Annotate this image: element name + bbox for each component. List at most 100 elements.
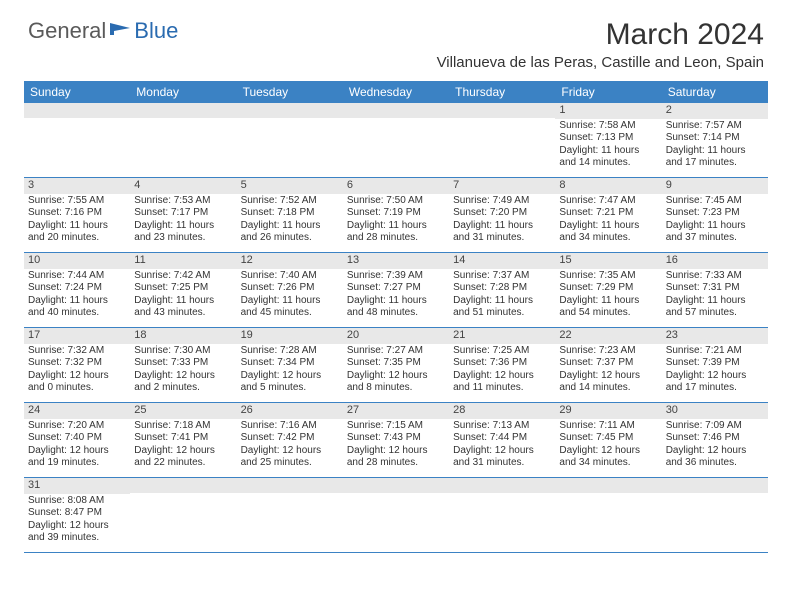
day-body: Sunrise: 7:16 AMSunset: 7:42 PMDaylight:… — [237, 419, 343, 473]
day-cell — [555, 478, 661, 552]
sunrise-text: Sunrise: 7:37 AM — [453, 270, 551, 283]
week-row: 31Sunrise: 8:08 AMSunset: 8:47 PMDayligh… — [24, 478, 768, 553]
day-number: 5 — [237, 178, 343, 194]
daylight-text: Daylight: 11 hours and 40 minutes. — [28, 295, 126, 320]
day-cell: 5Sunrise: 7:52 AMSunset: 7:18 PMDaylight… — [237, 178, 343, 252]
location: Villanueva de las Peras, Castille and Le… — [437, 54, 764, 71]
sunrise-text: Sunrise: 7:16 AM — [241, 420, 339, 433]
day-cell — [449, 478, 555, 552]
sunrise-text: Sunrise: 7:30 AM — [134, 345, 232, 358]
day-number — [662, 478, 768, 493]
day-cell: 8Sunrise: 7:47 AMSunset: 7:21 PMDaylight… — [555, 178, 661, 252]
day-cell — [24, 103, 130, 177]
daylight-text: Daylight: 12 hours and 5 minutes. — [241, 370, 339, 395]
day-body: Sunrise: 7:11 AMSunset: 7:45 PMDaylight:… — [555, 419, 661, 473]
day-header-fri: Friday — [555, 81, 661, 103]
week-row: 1Sunrise: 7:58 AMSunset: 7:13 PMDaylight… — [24, 103, 768, 178]
day-body: Sunrise: 7:20 AMSunset: 7:40 PMDaylight:… — [24, 419, 130, 473]
day-number: 9 — [662, 178, 768, 194]
day-header-thu: Thursday — [449, 81, 555, 103]
day-cell: 17Sunrise: 7:32 AMSunset: 7:32 PMDayligh… — [24, 328, 130, 402]
day-cell — [343, 478, 449, 552]
day-body: Sunrise: 7:40 AMSunset: 7:26 PMDaylight:… — [237, 269, 343, 323]
daylight-text: Daylight: 12 hours and 36 minutes. — [666, 445, 764, 470]
sunrise-text: Sunrise: 7:49 AM — [453, 195, 551, 208]
sunset-text: Sunset: 7:40 PM — [28, 432, 126, 445]
sunset-text: Sunset: 7:25 PM — [134, 282, 232, 295]
day-body: Sunrise: 7:44 AMSunset: 7:24 PMDaylight:… — [24, 269, 130, 323]
daylight-text: Daylight: 12 hours and 19 minutes. — [28, 445, 126, 470]
sunset-text: Sunset: 7:36 PM — [453, 357, 551, 370]
day-number: 4 — [130, 178, 236, 194]
day-body — [237, 493, 343, 551]
sunset-text: Sunset: 7:23 PM — [666, 207, 764, 220]
day-number: 7 — [449, 178, 555, 194]
sunrise-text: Sunrise: 7:53 AM — [134, 195, 232, 208]
day-number: 31 — [24, 478, 130, 494]
day-number: 26 — [237, 403, 343, 419]
day-cell: 6Sunrise: 7:50 AMSunset: 7:19 PMDaylight… — [343, 178, 449, 252]
day-header-sun: Sunday — [24, 81, 130, 103]
day-body — [343, 118, 449, 176]
day-cell: 9Sunrise: 7:45 AMSunset: 7:23 PMDaylight… — [662, 178, 768, 252]
weeks-container: 1Sunrise: 7:58 AMSunset: 7:13 PMDaylight… — [24, 103, 768, 553]
day-cell: 11Sunrise: 7:42 AMSunset: 7:25 PMDayligh… — [130, 253, 236, 327]
day-number: 25 — [130, 403, 236, 419]
day-header-wed: Wednesday — [343, 81, 449, 103]
day-cell: 15Sunrise: 7:35 AMSunset: 7:29 PMDayligh… — [555, 253, 661, 327]
sunset-text: Sunset: 7:32 PM — [28, 357, 126, 370]
daylight-text: Daylight: 11 hours and 31 minutes. — [453, 220, 551, 245]
day-body: Sunrise: 7:57 AMSunset: 7:14 PMDaylight:… — [662, 119, 768, 173]
day-body: Sunrise: 7:42 AMSunset: 7:25 PMDaylight:… — [130, 269, 236, 323]
sunrise-text: Sunrise: 7:47 AM — [559, 195, 657, 208]
day-body: Sunrise: 7:47 AMSunset: 7:21 PMDaylight:… — [555, 194, 661, 248]
day-number: 30 — [662, 403, 768, 419]
daylight-text: Daylight: 11 hours and 28 minutes. — [347, 220, 445, 245]
day-number: 20 — [343, 328, 449, 344]
daylight-text: Daylight: 12 hours and 11 minutes. — [453, 370, 551, 395]
day-number: 18 — [130, 328, 236, 344]
day-cell: 3Sunrise: 7:55 AMSunset: 7:16 PMDaylight… — [24, 178, 130, 252]
daylight-text: Daylight: 11 hours and 37 minutes. — [666, 220, 764, 245]
sunset-text: Sunset: 7:34 PM — [241, 357, 339, 370]
sunrise-text: Sunrise: 7:20 AM — [28, 420, 126, 433]
day-number — [343, 478, 449, 493]
sunrise-text: Sunrise: 7:13 AM — [453, 420, 551, 433]
sunrise-text: Sunrise: 7:25 AM — [453, 345, 551, 358]
logo-flag-icon — [110, 21, 132, 37]
week-row: 24Sunrise: 7:20 AMSunset: 7:40 PMDayligh… — [24, 403, 768, 478]
day-cell: 26Sunrise: 7:16 AMSunset: 7:42 PMDayligh… — [237, 403, 343, 477]
sunset-text: Sunset: 8:47 PM — [28, 507, 126, 520]
day-number — [555, 478, 661, 493]
day-cell: 1Sunrise: 7:58 AMSunset: 7:13 PMDaylight… — [555, 103, 661, 177]
day-cell: 27Sunrise: 7:15 AMSunset: 7:43 PMDayligh… — [343, 403, 449, 477]
sunset-text: Sunset: 7:42 PM — [241, 432, 339, 445]
day-number: 13 — [343, 253, 449, 269]
day-number: 15 — [555, 253, 661, 269]
day-body — [555, 493, 661, 551]
day-cell: 4Sunrise: 7:53 AMSunset: 7:17 PMDaylight… — [130, 178, 236, 252]
logo-text-blue: Blue — [134, 18, 178, 44]
day-number: 21 — [449, 328, 555, 344]
day-number: 3 — [24, 178, 130, 194]
daylight-text: Daylight: 11 hours and 17 minutes. — [666, 145, 764, 170]
day-number: 10 — [24, 253, 130, 269]
sunrise-text: Sunrise: 7:35 AM — [559, 270, 657, 283]
sunset-text: Sunset: 7:26 PM — [241, 282, 339, 295]
sunset-text: Sunset: 7:19 PM — [347, 207, 445, 220]
day-cell: 12Sunrise: 7:40 AMSunset: 7:26 PMDayligh… — [237, 253, 343, 327]
logo-text-general: General — [28, 18, 106, 44]
day-body: Sunrise: 7:52 AMSunset: 7:18 PMDaylight:… — [237, 194, 343, 248]
day-number: 1 — [555, 103, 661, 119]
title-block: March 2024 Villanueva de las Peras, Cast… — [437, 18, 764, 71]
sunrise-text: Sunrise: 7:39 AM — [347, 270, 445, 283]
daylight-text: Daylight: 11 hours and 23 minutes. — [134, 220, 232, 245]
day-cell: 2Sunrise: 7:57 AMSunset: 7:14 PMDaylight… — [662, 103, 768, 177]
day-body — [130, 118, 236, 176]
day-number: 23 — [662, 328, 768, 344]
week-row: 3Sunrise: 7:55 AMSunset: 7:16 PMDaylight… — [24, 178, 768, 253]
month-title: March 2024 — [437, 18, 764, 52]
day-cell: 25Sunrise: 7:18 AMSunset: 7:41 PMDayligh… — [130, 403, 236, 477]
day-body — [662, 493, 768, 551]
day-cell: 29Sunrise: 7:11 AMSunset: 7:45 PMDayligh… — [555, 403, 661, 477]
